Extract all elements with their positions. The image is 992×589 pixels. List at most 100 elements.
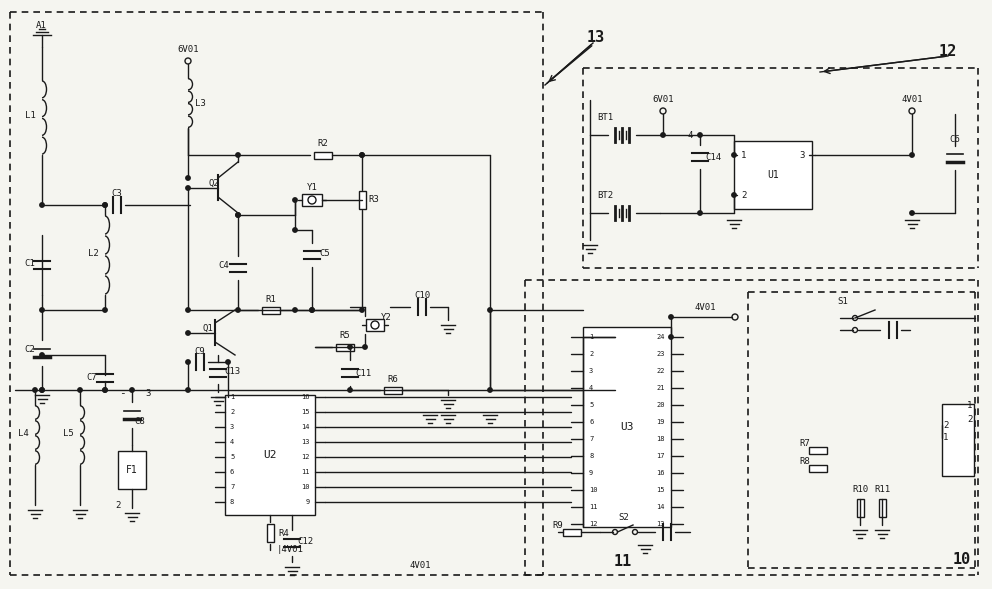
Text: R7: R7	[800, 438, 810, 448]
Text: 3: 3	[145, 389, 151, 398]
Text: C14: C14	[705, 153, 721, 161]
Text: 2: 2	[943, 421, 948, 429]
Circle shape	[33, 388, 38, 392]
Circle shape	[697, 211, 702, 215]
Text: 17: 17	[657, 453, 665, 459]
Text: 3: 3	[230, 424, 234, 430]
Text: 10: 10	[589, 487, 597, 493]
Text: 2: 2	[230, 409, 234, 415]
Circle shape	[40, 388, 45, 392]
Text: 13: 13	[587, 31, 605, 45]
Text: U3: U3	[620, 422, 634, 432]
Text: C9: C9	[194, 346, 205, 356]
Circle shape	[186, 308, 190, 312]
Text: 16: 16	[657, 470, 665, 476]
Text: 11: 11	[589, 504, 597, 510]
Bar	[118, 451, 146, 489]
Text: 3: 3	[800, 151, 805, 160]
Text: L5: L5	[62, 429, 73, 438]
Text: 4: 4	[230, 439, 234, 445]
Bar	[262, 306, 280, 313]
Circle shape	[186, 186, 190, 190]
Text: 6: 6	[230, 469, 234, 475]
Text: U1: U1	[767, 170, 779, 180]
Text: 18: 18	[657, 436, 665, 442]
Text: C3: C3	[112, 190, 122, 198]
Text: 15: 15	[657, 487, 665, 493]
Text: 6: 6	[589, 419, 593, 425]
Bar	[583, 327, 671, 527]
Bar	[879, 499, 886, 517]
Text: R9: R9	[553, 521, 563, 530]
Circle shape	[310, 308, 314, 312]
Bar	[563, 528, 581, 535]
Text: 4V01: 4V01	[902, 95, 923, 104]
Text: 14: 14	[657, 504, 665, 510]
Circle shape	[77, 388, 82, 392]
Bar	[942, 404, 974, 476]
Text: 1: 1	[741, 151, 747, 160]
Circle shape	[236, 153, 240, 157]
Bar	[225, 395, 315, 515]
Circle shape	[293, 198, 298, 202]
Text: R3: R3	[369, 196, 379, 204]
Text: 3: 3	[589, 368, 593, 374]
Text: 11: 11	[302, 469, 310, 475]
Text: R2: R2	[317, 140, 328, 148]
Bar	[302, 194, 322, 206]
Text: 4V01: 4V01	[410, 561, 431, 570]
Text: C12: C12	[297, 537, 313, 545]
Text: 2: 2	[967, 415, 973, 425]
Circle shape	[371, 321, 379, 329]
Circle shape	[40, 388, 45, 392]
Circle shape	[669, 315, 674, 319]
Text: F1: F1	[126, 465, 138, 475]
Text: 13: 13	[657, 521, 665, 527]
Text: 1: 1	[230, 394, 234, 400]
Circle shape	[236, 213, 240, 217]
Circle shape	[186, 360, 190, 364]
Text: 20: 20	[657, 402, 665, 408]
Circle shape	[910, 211, 915, 215]
Circle shape	[236, 308, 240, 312]
Text: 12: 12	[938, 45, 957, 59]
Text: 24: 24	[657, 334, 665, 340]
Circle shape	[103, 388, 107, 392]
Text: R10: R10	[852, 485, 868, 495]
Text: 10: 10	[302, 484, 310, 490]
Bar	[384, 386, 402, 393]
Text: 10: 10	[953, 552, 971, 567]
Circle shape	[697, 133, 702, 137]
Circle shape	[103, 308, 107, 312]
Bar	[358, 191, 365, 209]
Text: R11: R11	[874, 485, 890, 495]
Text: 19: 19	[657, 419, 665, 425]
Circle shape	[293, 228, 298, 232]
Circle shape	[363, 345, 367, 349]
Text: 4: 4	[589, 385, 593, 391]
Text: C4: C4	[218, 262, 229, 270]
Text: R6: R6	[388, 375, 399, 383]
Text: R8: R8	[800, 458, 810, 466]
Text: 2: 2	[589, 351, 593, 357]
Circle shape	[293, 308, 298, 312]
Circle shape	[360, 153, 364, 157]
Circle shape	[308, 196, 316, 204]
Text: Q2: Q2	[208, 178, 219, 187]
Text: 8: 8	[230, 499, 234, 505]
Circle shape	[348, 345, 352, 349]
Bar	[809, 465, 827, 472]
Circle shape	[186, 388, 190, 392]
Text: S1: S1	[837, 297, 848, 306]
Text: 1: 1	[589, 334, 593, 340]
Text: 7: 7	[589, 436, 593, 442]
Text: Q1: Q1	[202, 323, 213, 333]
Text: R1: R1	[266, 294, 277, 303]
Circle shape	[360, 153, 364, 157]
Text: 16: 16	[302, 394, 310, 400]
Text: 1: 1	[943, 434, 948, 442]
Circle shape	[488, 388, 492, 392]
Bar	[314, 151, 332, 158]
Circle shape	[40, 353, 45, 357]
Text: C8: C8	[135, 418, 146, 426]
